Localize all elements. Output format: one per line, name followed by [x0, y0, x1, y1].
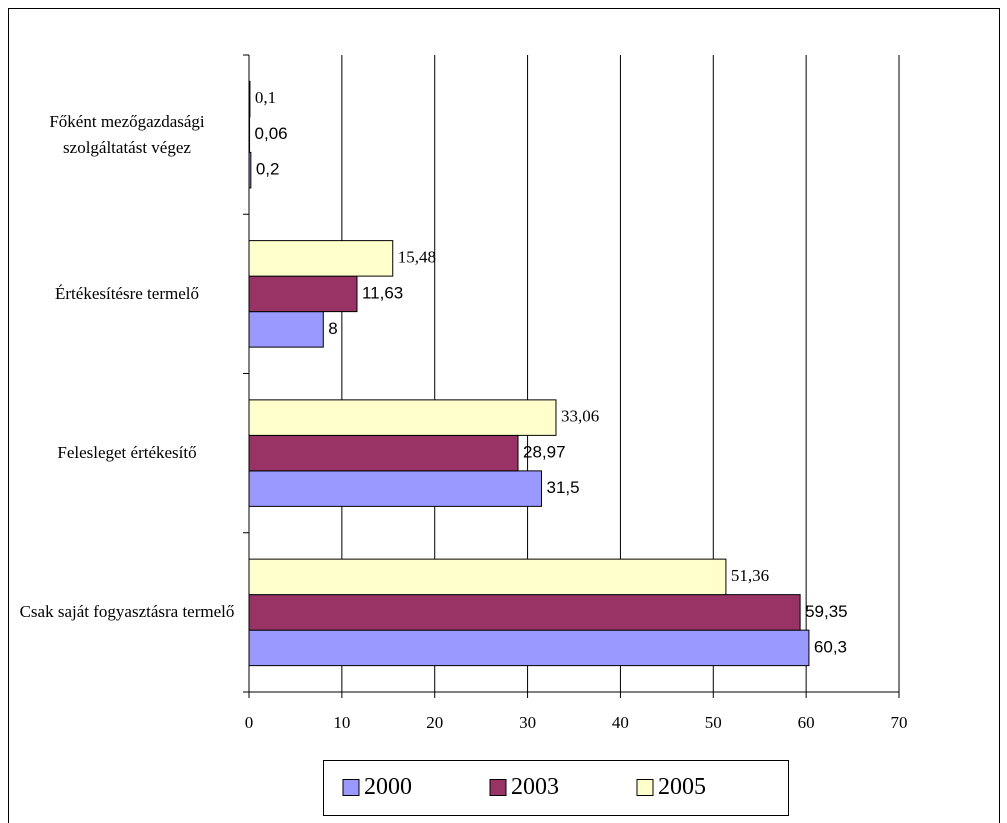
x-tick-label: 10: [333, 713, 350, 732]
x-tick-label: 60: [798, 713, 815, 732]
value-label: 0,1: [255, 88, 276, 107]
value-label: 0,2: [256, 160, 280, 179]
x-tick-label: 70: [891, 713, 908, 732]
value-label: 60,3: [814, 637, 847, 656]
category-label: Főként mezőgazdasági szolgáltatást végez: [49, 111, 205, 157]
bar: [248, 275, 358, 313]
bar: [248, 151, 252, 189]
bar: [248, 311, 324, 348]
legend-label: 2005: [658, 774, 706, 800]
value-label: 33,06: [561, 407, 599, 426]
chart-border: [8, 8, 1000, 823]
category-label: Csak saját fogyasztásra termelő: [19, 602, 235, 622]
legend-swatch: [636, 779, 654, 796]
legend-box: [323, 760, 789, 816]
bar: [248, 80, 251, 118]
value-label: 31,5: [547, 478, 580, 497]
x-tick-label: 20: [426, 713, 443, 732]
x-tick-label: 0: [245, 713, 254, 732]
legend-swatch: [489, 779, 507, 796]
bar: [248, 470, 542, 507]
bar: [248, 629, 810, 667]
x-tick-label: 40: [612, 713, 629, 732]
bar: [248, 434, 519, 472]
bar: [248, 240, 394, 277]
value-label: 59,35: [805, 602, 848, 621]
value-label: 8: [328, 319, 337, 338]
x-tick-label: 30: [519, 713, 536, 732]
bar: [248, 594, 801, 631]
bar: [248, 116, 251, 153]
legend-label: 2000: [364, 774, 412, 800]
value-label: 28,97: [523, 443, 566, 462]
value-label: 11,63: [362, 283, 403, 302]
legend-swatch: [342, 779, 360, 796]
category-label: Felesleget értékesítő: [57, 443, 197, 463]
value-label: 15,48: [398, 247, 436, 266]
value-label: 0,06: [255, 124, 288, 143]
x-tick-label: 50: [705, 713, 722, 732]
bar: [248, 558, 727, 596]
category-label: Értékesítésre termelő: [55, 283, 199, 303]
bar: [248, 399, 557, 436]
value-label: 51,36: [731, 566, 769, 585]
legend-label: 2003: [511, 774, 559, 800]
